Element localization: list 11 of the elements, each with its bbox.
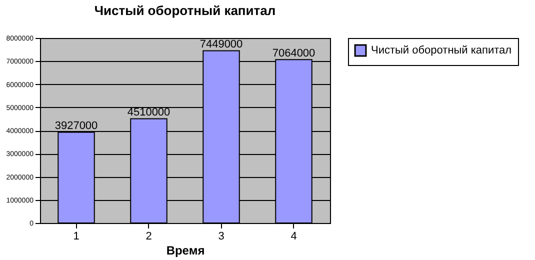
legend-label: Чистый оборотный капитал (371, 44, 512, 56)
x-tick-label: 4 (290, 230, 297, 242)
x-tick-label: 2 (146, 230, 152, 242)
x-tick-label: 1 (73, 230, 80, 242)
data-label: 7064000 (272, 48, 316, 60)
data-label: 4510000 (127, 106, 170, 119)
x-axis-title: Время (166, 244, 205, 258)
data-label: 7449000 (200, 38, 243, 51)
chart-title: Чистый оборотный капитал (94, 3, 276, 18)
data-label: 3927000 (54, 120, 98, 132)
x-tick-label: 3 (218, 230, 224, 242)
